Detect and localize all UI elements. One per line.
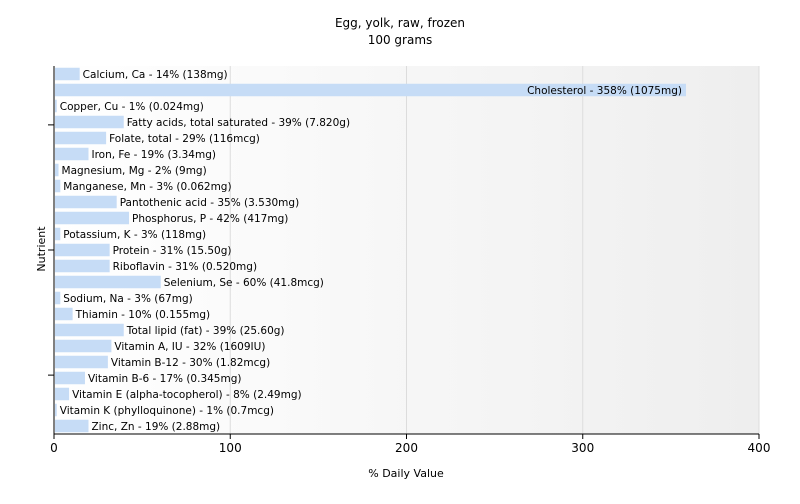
x-tick-label: 200 xyxy=(395,441,418,455)
bar-label: Folate, total - 29% (116mcg) xyxy=(109,133,260,145)
bar xyxy=(55,275,161,289)
bar-label: Total lipid (fat) - 39% (25.60g) xyxy=(126,325,285,337)
chart-subtitle: 100 grams xyxy=(368,33,433,47)
bar-label: Vitamin K (phylloquinone) - 1% (0.7mcg) xyxy=(60,405,274,417)
bar xyxy=(55,195,117,209)
chart-title: Egg, yolk, raw, frozen xyxy=(335,16,465,30)
x-axis-title: % Daily Value xyxy=(368,467,444,480)
bars xyxy=(55,67,686,433)
bar-label: Vitamin A, IU - 32% (1609IU) xyxy=(114,341,265,353)
bar-label: Manganese, Mn - 3% (0.062mg) xyxy=(63,181,231,193)
bar-label: Cholesterol - 358% (1075mg) xyxy=(527,85,682,97)
bar-labels: Calcium, Ca - 14% (138mg) Cholesterol - 3… xyxy=(60,69,682,433)
bar xyxy=(55,403,57,417)
bar xyxy=(55,211,130,225)
bar-label: Selenium, Se - 60% (41.8mcg) xyxy=(164,277,324,289)
bar-label: Pantothenic acid - 35% (3.530mg) xyxy=(120,197,299,209)
bar xyxy=(55,339,112,353)
bar xyxy=(55,243,110,257)
bar xyxy=(55,99,57,113)
bar-label: Magnesium, Mg - 2% (9mg) xyxy=(62,165,207,177)
bar xyxy=(55,259,110,273)
bar xyxy=(55,115,124,129)
bar xyxy=(55,387,70,401)
bar-label: Sodium, Na - 3% (67mg) xyxy=(63,293,192,305)
grid-lines xyxy=(229,66,760,434)
bar-label: Copper, Cu - 1% (0.024mg) xyxy=(60,101,204,113)
bar xyxy=(55,307,73,321)
bar xyxy=(55,227,61,241)
bar xyxy=(55,147,89,161)
bar xyxy=(55,355,108,369)
x-tick-label: 0 xyxy=(50,441,58,455)
bar xyxy=(55,163,59,177)
bar-label: Thiamin - 10% (0.155mg) xyxy=(75,309,211,321)
bar-label: Calcium, Ca - 14% (138mg) xyxy=(83,69,228,81)
bar xyxy=(55,371,85,385)
bar-label: Phosphorus, P - 42% (417mg) xyxy=(132,213,288,225)
x-tick-label: 400 xyxy=(748,441,771,455)
bar xyxy=(55,291,61,305)
bar-label: Fatty acids, total saturated - 39% (7.82… xyxy=(127,117,350,129)
bar-label: Protein - 31% (15.50g) xyxy=(113,245,232,257)
bar-label: Riboflavin - 31% (0.520mg) xyxy=(113,261,257,273)
bar-label: Zinc, Zn - 19% (2.88mg) xyxy=(91,421,220,433)
bar xyxy=(55,83,686,97)
bar xyxy=(55,323,124,337)
bar-label: Vitamin B-12 - 30% (1.82mcg) xyxy=(111,357,270,369)
axes: 0 100 200 300 400 xyxy=(48,66,770,455)
y-axis-title: Nutrient xyxy=(35,226,48,272)
bar-label: Vitamin B-6 - 17% (0.345mg) xyxy=(88,373,242,385)
bar xyxy=(55,419,89,433)
x-tick-label: 100 xyxy=(219,441,242,455)
bar-label: Iron, Fe - 19% (3.34mg) xyxy=(91,149,215,161)
bar xyxy=(55,131,107,145)
bar xyxy=(55,179,61,193)
bar-label: Potassium, K - 3% (118mg) xyxy=(63,229,206,241)
bar-label: Vitamin E (alpha-tocopherol) - 8% (2.49m… xyxy=(72,389,302,401)
x-tick-label: 300 xyxy=(571,441,594,455)
bar xyxy=(55,67,80,81)
